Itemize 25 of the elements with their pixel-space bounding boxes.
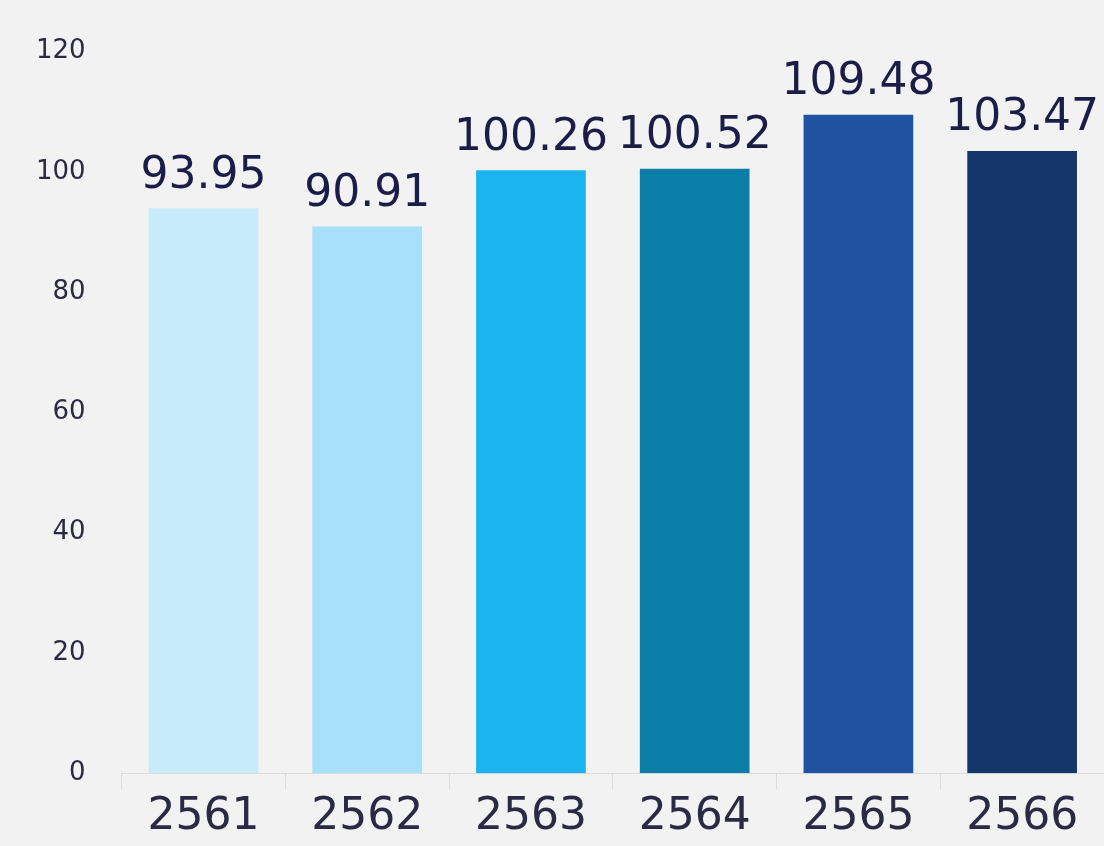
data-label: 90.91 — [304, 164, 431, 216]
y-tick-label: 0 — [69, 755, 86, 786]
data-label: 103.47 — [945, 89, 1100, 141]
data-label: 100.26 — [453, 108, 608, 160]
x-tick-label: 2561 — [147, 788, 260, 840]
y-tick-label: 80 — [52, 274, 86, 305]
bar — [476, 170, 586, 774]
data-label: 93.95 — [140, 146, 267, 198]
bar — [148, 208, 259, 774]
y-tick-label: 100 — [35, 154, 86, 185]
bar — [312, 226, 423, 774]
data-label: 109.48 — [781, 53, 936, 105]
x-tick-label: 2565 — [802, 788, 915, 840]
y-tick-label: 40 — [52, 515, 86, 546]
x-tick-label: 2564 — [638, 788, 751, 840]
data-label: 100.52 — [617, 107, 772, 159]
x-tick-label: 2566 — [966, 788, 1079, 840]
y-tick-label: 60 — [52, 395, 86, 426]
bar — [639, 168, 750, 774]
y-tick-label: 120 — [35, 34, 86, 65]
x-tick-label: 2563 — [474, 788, 587, 840]
bar — [803, 114, 914, 774]
x-tick-label: 2562 — [311, 788, 424, 840]
y-tick-label: 20 — [52, 635, 86, 666]
bar — [967, 151, 1077, 774]
